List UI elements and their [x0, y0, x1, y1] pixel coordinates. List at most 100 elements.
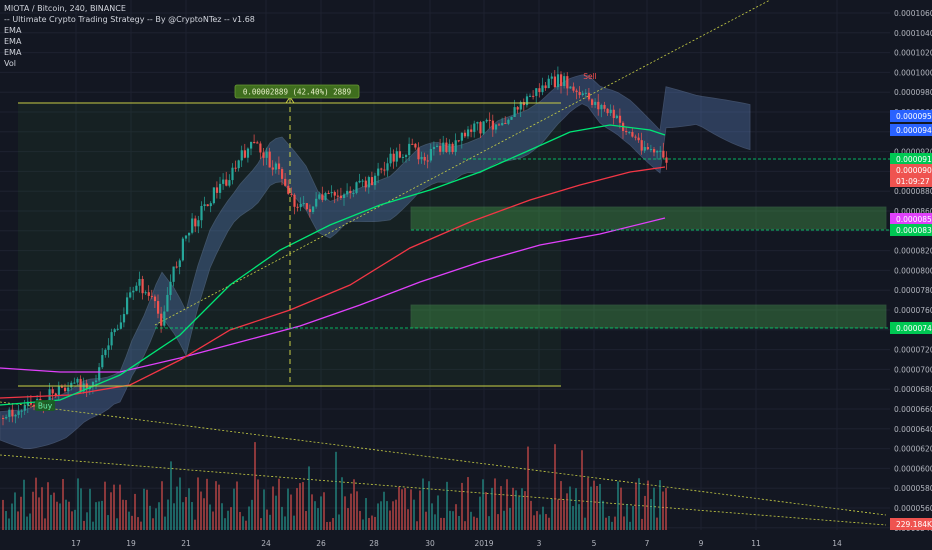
volume-bar: [485, 492, 487, 530]
volume-bar: [389, 510, 391, 530]
ema-legend-3[interactable]: EMA: [4, 48, 22, 57]
symbol-title[interactable]: MIOTA / Bitcoin, 240, BINANCE: [4, 4, 126, 13]
time-tick-label: 9: [699, 539, 704, 548]
candle-body: [135, 285, 138, 291]
candle-body: [76, 378, 79, 383]
candle-body: [538, 88, 541, 93]
volume-bar: [248, 506, 250, 530]
volume-bar: [59, 503, 61, 530]
candle-body: [91, 381, 95, 387]
time-axis[interactable]: 17 19 21 24 26 28 30 2019 3 5 7 9 11 14: [71, 539, 842, 548]
candle-body: [659, 150, 662, 152]
volume-bar: [77, 478, 79, 530]
price-tag-label: 0.00007400: [896, 324, 932, 333]
volume-bar: [641, 518, 643, 530]
falling-trend-line: [0, 401, 887, 516]
measure-tool[interactable]: 0.00002889 (42.40%) 2889: [234, 84, 360, 386]
volume-bar: [140, 521, 142, 530]
volume-bar: [209, 504, 211, 530]
volume-bar: [614, 516, 616, 530]
volume-bar: [464, 521, 466, 530]
price-tick-label: 0.00007600: [894, 306, 932, 315]
price-tag-box: [890, 224, 932, 236]
volume-bar: [512, 487, 514, 530]
candle-body: [8, 409, 11, 417]
candle-body: [346, 190, 349, 195]
candle-body: [48, 389, 51, 405]
volume-bar: [290, 494, 292, 530]
candle-body: [432, 146, 436, 150]
candle-body: [417, 147, 420, 160]
candle-body: [150, 295, 153, 297]
volume-bar: [221, 503, 223, 530]
volume-bar: [605, 517, 607, 530]
volume-bar: [224, 518, 226, 530]
candle-body: [336, 195, 339, 197]
volume-bar: [371, 515, 373, 530]
chart-legend: MIOTA / Bitcoin, 240, BINANCE -- Ultimat…: [4, 3, 255, 69]
candle-body: [73, 382, 76, 384]
volume-bar: [494, 478, 496, 530]
volume-bar: [236, 481, 238, 530]
volume-bar: [242, 516, 244, 530]
volume-bar: [560, 481, 562, 530]
candle-body: [423, 156, 426, 161]
candle-body: [448, 143, 451, 152]
ema-legend-1[interactable]: EMA: [4, 26, 22, 35]
volume-bar: [398, 486, 400, 530]
measure-label: 0.00002889 (42.40%) 2889: [243, 88, 351, 97]
candle-body: [380, 168, 383, 170]
candle-body: [569, 86, 572, 89]
candle-body: [259, 143, 262, 153]
price-tick-label: 0.00010600: [894, 9, 932, 18]
ema-mid-line: [0, 166, 666, 399]
candle-body: [215, 187, 219, 193]
candle-body: [488, 119, 491, 121]
candle-body: [274, 163, 277, 170]
candle-body: [330, 192, 333, 194]
volume-bar: [35, 477, 37, 530]
candle-body: [525, 96, 529, 106]
candle-body: [377, 168, 380, 176]
candle-body: [451, 143, 454, 152]
price-tag-box: [890, 518, 932, 530]
candle-body: [560, 74, 563, 87]
lower-trend-line: [0, 454, 887, 526]
candle-body: [398, 151, 401, 158]
candle-body: [519, 102, 522, 110]
support-zone-upper: [410, 206, 887, 230]
candle-body: [302, 203, 305, 205]
price-tick-label: 0.00006200: [894, 445, 932, 454]
volume-bar: [215, 481, 217, 530]
strategy-title[interactable]: -- Ultimate Crypto Trading Strategy -- B…: [4, 15, 255, 24]
volume-bar: [29, 513, 31, 530]
candle-body: [237, 160, 240, 169]
candle-body: [194, 218, 197, 227]
volume-bar: [68, 501, 70, 530]
price-tick-label: 0.00010200: [894, 49, 932, 58]
volume-bar: [344, 496, 346, 530]
volume-bar: [587, 477, 589, 530]
candle-body: [11, 409, 14, 417]
volume-bar: [428, 481, 430, 530]
volume-bar: [533, 515, 535, 530]
vol-legend[interactable]: Vol: [4, 59, 16, 68]
volume-bar: [377, 503, 379, 530]
ema-legend-2[interactable]: EMA: [4, 37, 22, 46]
volume-bar: [503, 510, 505, 530]
volume-bar: [467, 477, 469, 530]
volume-bar: [299, 483, 301, 530]
candle-body: [265, 151, 268, 158]
price-tick-label: 0.00009200: [894, 148, 932, 157]
candle-body: [250, 141, 253, 149]
candle-body: [79, 378, 82, 392]
volume-bar: [11, 503, 13, 530]
candle-body: [209, 203, 212, 207]
grid-lines: [0, 0, 890, 530]
volume-bar: [638, 478, 640, 530]
candle-body: [169, 281, 172, 295]
candle-body: [312, 206, 315, 212]
volume-bar: [8, 518, 10, 530]
volume-bar: [659, 480, 661, 530]
